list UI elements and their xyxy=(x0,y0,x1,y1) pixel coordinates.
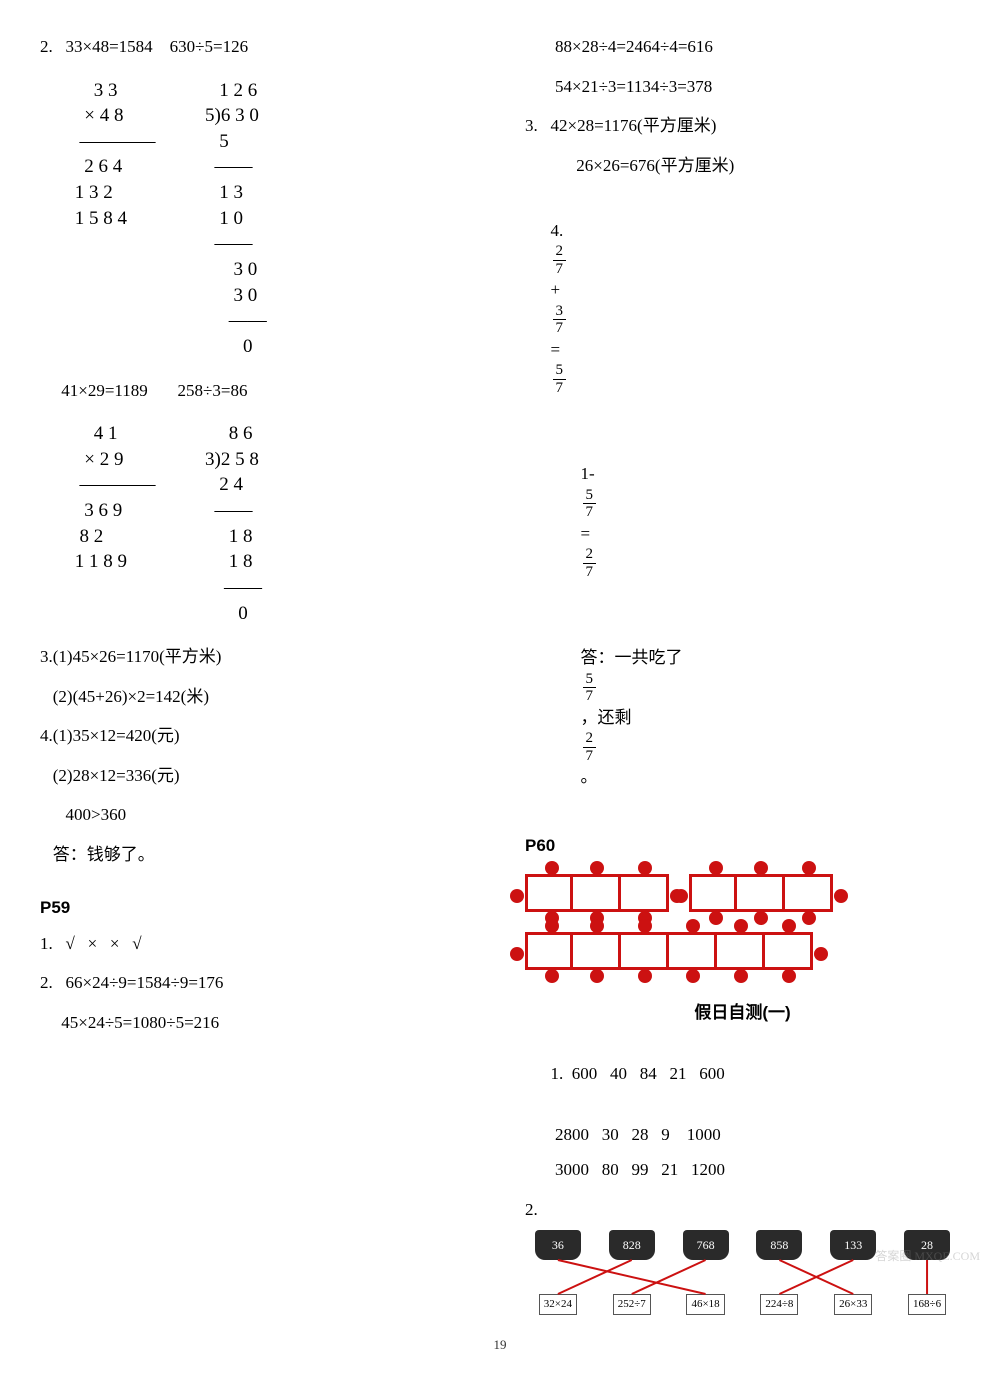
match-col-1: 828 252÷7 xyxy=(599,1230,665,1315)
r-q3b: 26×26=676(平方厘米) xyxy=(555,153,960,179)
frac-5-7: 57 xyxy=(553,362,567,396)
ans-prefix: 答：一共吃了 xyxy=(581,648,683,667)
diagram-row-2 xyxy=(525,932,960,970)
match-top-4: 133 xyxy=(830,1230,876,1260)
t1-r2: 2800 30 28 9 1000 xyxy=(555,1122,960,1148)
t1-label: 1. xyxy=(551,1064,564,1083)
table-set-3b xyxy=(689,874,833,912)
frac-3-7: 37 xyxy=(553,303,567,337)
frac-2-7b: 27 xyxy=(583,546,597,580)
p59-1: 1. √ × × √ xyxy=(40,931,475,957)
div-630-5: 1 2 6 5)6 3 0 5 ―― 1 3 1 0 ―― 3 0 3 0 ――… xyxy=(196,78,267,360)
t1-r1: 600 40 84 21 600 xyxy=(572,1064,725,1083)
t1-r3: 3000 80 99 21 1200 xyxy=(555,1157,960,1183)
test-title: 假日自测(一) xyxy=(525,1000,960,1026)
t2-label: 2. xyxy=(525,1197,960,1223)
q4-label: 4. xyxy=(551,221,572,240)
match-col-2: 768 46×18 xyxy=(673,1230,739,1315)
match-bot-3: 224÷8 xyxy=(760,1294,798,1315)
right-column: 88×28÷4=2464÷4=616 54×21÷3=1134÷3=378 3.… xyxy=(525,30,960,1315)
q4-1: 4.(1)35×12=420(元) xyxy=(40,723,475,749)
match-col-0: 36 32×24 xyxy=(525,1230,591,1315)
frac-2-7: 27 xyxy=(553,243,567,277)
r-l1: 88×28÷4=2464÷4=616 xyxy=(555,34,960,60)
t1-label-row: 1. 600 40 84 21 600 xyxy=(525,1035,960,1112)
q2-header: 2. 33×48=1584 630÷5=126 xyxy=(40,34,475,60)
mult-41x29: 4 1 × 2 9 ―――― 3 6 9 8 2 1 1 8 9 xyxy=(70,421,156,626)
r-q4-line1: 4. 27 + 37 = 57 xyxy=(525,192,960,422)
r-l2: 54×21÷3=1134÷3=378 xyxy=(555,74,960,100)
match-bot-4: 26×33 xyxy=(834,1294,872,1315)
table-set-6 xyxy=(525,932,813,970)
p59-2a: 2. 66×24÷9=1584÷9=176 xyxy=(40,970,475,996)
r-q4-line2: 1- 57 = 27 xyxy=(555,436,960,606)
match-bot-1: 252÷7 xyxy=(613,1294,651,1315)
tables-diagram xyxy=(525,874,960,970)
q4-2: (2)28×12=336(元) xyxy=(40,763,475,789)
match-top-1: 828 xyxy=(609,1230,655,1260)
p60-head: P60 xyxy=(525,833,960,859)
match-bot-2: 46×18 xyxy=(686,1294,724,1315)
q4-f2-pref: 1- xyxy=(581,464,595,483)
match-col-5: 28 168÷6 xyxy=(894,1230,960,1315)
match-top-0: 36 xyxy=(535,1230,581,1260)
match-col-3: 858 224÷8 xyxy=(746,1230,812,1315)
match-top-5: 28 xyxy=(904,1230,950,1260)
page-number: 19 xyxy=(40,1335,960,1355)
match-top-2: 768 xyxy=(683,1230,729,1260)
work-pair-1: 3 3 × 4 8 ―――― 2 6 4 1 3 2 1 5 8 4 1 2 6… xyxy=(70,70,475,368)
ans-suffix: 。 xyxy=(581,767,598,786)
pair2-header: 41×29=1189 258÷3=86 xyxy=(40,378,475,404)
q4-ans: 答：钱够了。 xyxy=(40,842,475,868)
left-column: 2. 33×48=1584 630÷5=126 3 3 × 4 8 ―――― 2… xyxy=(40,30,475,1315)
ans-frac1: 57 xyxy=(583,671,597,705)
div-258-3: 8 6 3)2 5 8 2 4 ―― 1 8 1 8 ―― 0 xyxy=(196,421,263,626)
matching-diagram: 36 32×24 828 252÷7 768 46×18 858 224÷8 133 26×33 2… xyxy=(525,1230,960,1315)
match-bot-0: 32×24 xyxy=(539,1294,577,1315)
q3-1: 3.(1)45×26=1170(平方米) xyxy=(40,644,475,670)
ans-frac2: 27 xyxy=(583,730,597,764)
frac-5-7b: 57 xyxy=(583,487,597,521)
q4-3: 400>360 xyxy=(40,802,475,828)
ans-mid: ，还剩 xyxy=(581,708,632,727)
r-q4-ans: 答：一共吃了 57 ，还剩 27 。 xyxy=(555,620,960,816)
table-set-3a xyxy=(525,874,669,912)
p59-head: P59 xyxy=(40,895,475,921)
diagram-row-1 xyxy=(525,874,960,912)
p59-2b: 45×24÷5=1080÷5=216 xyxy=(40,1010,475,1036)
r-q3a: 3. 42×28=1176(平方厘米) xyxy=(525,113,960,139)
mult-33x48: 3 3 × 4 8 ―――― 2 6 4 1 3 2 1 5 8 4 xyxy=(70,78,156,360)
match-col-4: 133 26×33 xyxy=(820,1230,886,1315)
match-bot-5: 168÷6 xyxy=(908,1294,946,1315)
q3-2: (2)(45+26)×2=142(米) xyxy=(40,684,475,710)
work-pair-2: 4 1 × 2 9 ―――― 3 6 9 8 2 1 1 8 9 8 6 3)2… xyxy=(70,413,475,634)
match-top-3: 858 xyxy=(756,1230,802,1260)
page: 2. 33×48=1584 630÷5=126 3 3 × 4 8 ―――― 2… xyxy=(40,30,960,1315)
